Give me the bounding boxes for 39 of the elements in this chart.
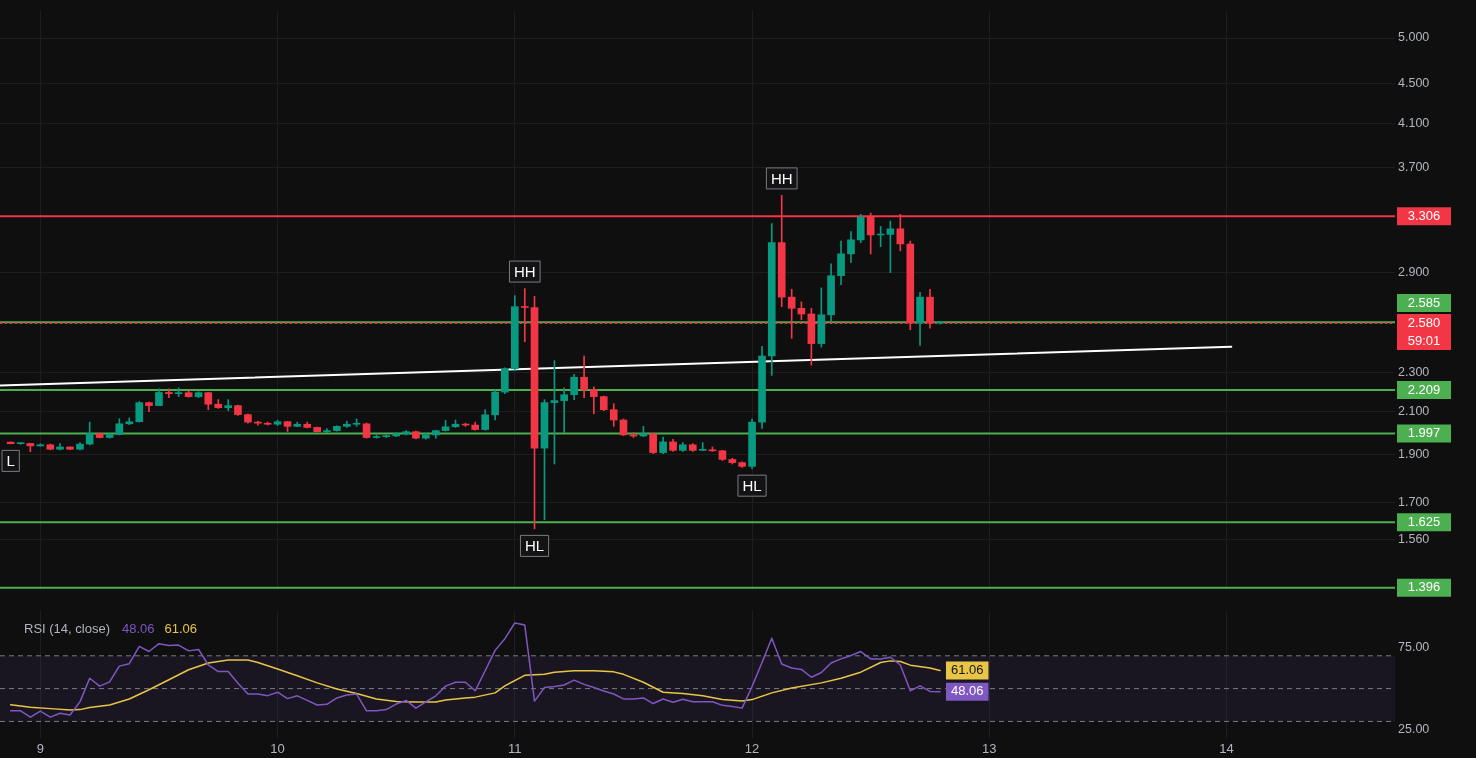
x-tick-label: 9 — [36, 741, 44, 757]
y-tick-label: 75.00 — [1398, 640, 1430, 655]
candlestick — [165, 388, 173, 398]
x-tick-label: 12 — [744, 741, 760, 757]
ref-line-label: 1.625 — [1407, 513, 1441, 529]
candlestick — [560, 387, 568, 434]
text: RSI (14, close) — [24, 621, 110, 637]
text: 48.06 — [121, 621, 155, 637]
ref-line-label: 1.396 — [1407, 579, 1441, 595]
x-tick-label: 10 — [270, 741, 285, 757]
y-tick-label: 1.900 — [1398, 447, 1430, 462]
x-tick-label: 11 — [508, 741, 522, 757]
candlestick — [698, 442, 707, 452]
ref-line-label: 2.580 59:01 — [1407, 314, 1441, 348]
y-tick-label: 4.100 — [1398, 115, 1430, 130]
x-tick-label: 13 — [982, 741, 997, 757]
y-tick-label: 2.300 — [1398, 365, 1430, 380]
y-tick-label: 3.700 — [1398, 160, 1430, 175]
y-tick-label: 25.00 — [1398, 722, 1430, 737]
annotation: HH — [513, 262, 536, 280]
annotation: L — [6, 452, 15, 470]
ref-line-label: 3.306 — [1407, 207, 1441, 223]
ref-line-label: 2.209 — [1407, 381, 1441, 397]
annotation: HL — [742, 476, 762, 494]
y-tick-label: 1.700 — [1398, 495, 1430, 510]
ref-line-label: 1.997 — [1407, 424, 1441, 440]
y-tick-label: 4.500 — [1398, 75, 1430, 90]
annotation: HH — [770, 169, 793, 187]
data-label: 61.06 — [950, 662, 984, 678]
text: 61.06 — [164, 621, 198, 637]
data-label: 48.06 — [950, 683, 984, 699]
y-tick-label: 1.560 — [1398, 532, 1430, 547]
annotation: HL — [524, 537, 545, 555]
ref-line-label: 2.585 — [1407, 294, 1441, 310]
y-tick-label: 2.100 — [1398, 404, 1430, 419]
y-tick-label: 5.000 — [1398, 30, 1430, 45]
y-tick-label: 2.900 — [1398, 265, 1430, 280]
candlestick — [224, 399, 233, 412]
x-tick-label: 14 — [1219, 741, 1234, 757]
